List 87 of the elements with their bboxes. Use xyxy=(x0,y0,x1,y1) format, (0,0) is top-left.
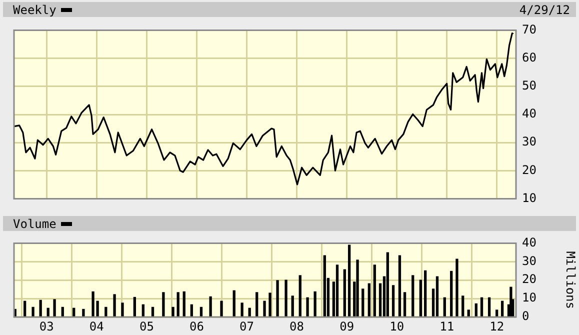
bar xyxy=(151,306,154,317)
text: 4/29/12 xyxy=(519,2,570,16)
bar xyxy=(172,306,174,317)
y-tick-label: 30 xyxy=(522,134,536,149)
y-tick-label: 50 xyxy=(522,78,536,93)
x-tick-label: 11 xyxy=(440,319,454,334)
bar xyxy=(450,270,453,317)
bar xyxy=(510,286,512,317)
bar xyxy=(232,290,236,317)
bar xyxy=(220,300,223,317)
y-tick-label: 10 xyxy=(522,190,536,205)
bar xyxy=(373,264,376,317)
legend-label: Weekly xyxy=(13,2,56,16)
bar xyxy=(39,300,42,317)
bar xyxy=(306,297,309,317)
bar xyxy=(248,308,251,317)
x-tick-label: 03 xyxy=(39,319,54,334)
y-tick-label: 70 xyxy=(522,22,536,36)
bar xyxy=(480,297,484,317)
bar xyxy=(336,264,339,317)
bar xyxy=(419,280,422,317)
bar xyxy=(392,285,395,317)
bar xyxy=(343,269,346,317)
x-tick-label: 10 xyxy=(390,319,404,334)
bar xyxy=(298,275,302,317)
bar xyxy=(121,302,124,317)
bar xyxy=(314,291,316,317)
y-tick-label: 60 xyxy=(522,50,536,64)
x-tick-label: 07 xyxy=(239,319,254,334)
bar xyxy=(398,255,402,317)
y-tick-label: 40 xyxy=(522,106,536,121)
bar xyxy=(82,308,85,317)
y-tick-label: 40 xyxy=(522,235,536,250)
bar xyxy=(386,252,389,317)
bar xyxy=(176,292,180,317)
legend-label: Volume xyxy=(13,216,56,230)
y-tick-label: 0 xyxy=(522,309,530,324)
bar xyxy=(488,297,491,317)
bar xyxy=(284,280,288,317)
bar xyxy=(403,292,406,317)
bar xyxy=(500,300,504,317)
bar xyxy=(46,308,50,317)
bar xyxy=(467,310,470,317)
x-tick-label: 12 xyxy=(490,319,504,334)
bar xyxy=(61,306,64,317)
bar xyxy=(443,297,446,317)
bar xyxy=(200,306,203,317)
bar xyxy=(276,280,279,317)
bar xyxy=(162,292,165,317)
y-axis-title: Millions xyxy=(564,251,578,309)
bar xyxy=(182,291,186,317)
bar xyxy=(348,244,351,317)
bar xyxy=(32,306,34,317)
bar xyxy=(23,300,26,317)
x-tick-label: 06 xyxy=(189,319,204,334)
y-tick-label: 10 xyxy=(522,290,536,305)
x-tick-label: 04 xyxy=(89,319,104,334)
bar xyxy=(53,299,56,317)
bar xyxy=(209,296,212,317)
x-tick-label: 08 xyxy=(289,319,304,334)
bar xyxy=(462,296,464,317)
bar xyxy=(263,300,266,317)
bar xyxy=(456,258,458,317)
bar xyxy=(113,294,116,317)
y-tick-label: 20 xyxy=(522,272,536,286)
y-tick-label: 20 xyxy=(522,162,536,177)
bar xyxy=(291,296,294,317)
bar xyxy=(72,308,76,317)
bar xyxy=(190,304,193,317)
bar xyxy=(142,304,144,317)
bar xyxy=(495,310,498,317)
bar xyxy=(356,260,359,317)
bar xyxy=(412,275,414,317)
y-tick-label: 30 xyxy=(522,254,536,268)
bar xyxy=(368,283,370,317)
bar xyxy=(424,270,427,317)
bar xyxy=(362,288,364,317)
bar xyxy=(256,292,258,317)
bar xyxy=(133,296,136,317)
bar xyxy=(268,292,272,317)
x-tick-label: 05 xyxy=(140,319,154,334)
bar xyxy=(436,276,439,317)
bar xyxy=(474,303,478,317)
bar xyxy=(104,306,108,317)
x-tick-label: 09 xyxy=(340,319,354,334)
bar xyxy=(323,255,326,317)
bar xyxy=(240,302,244,317)
